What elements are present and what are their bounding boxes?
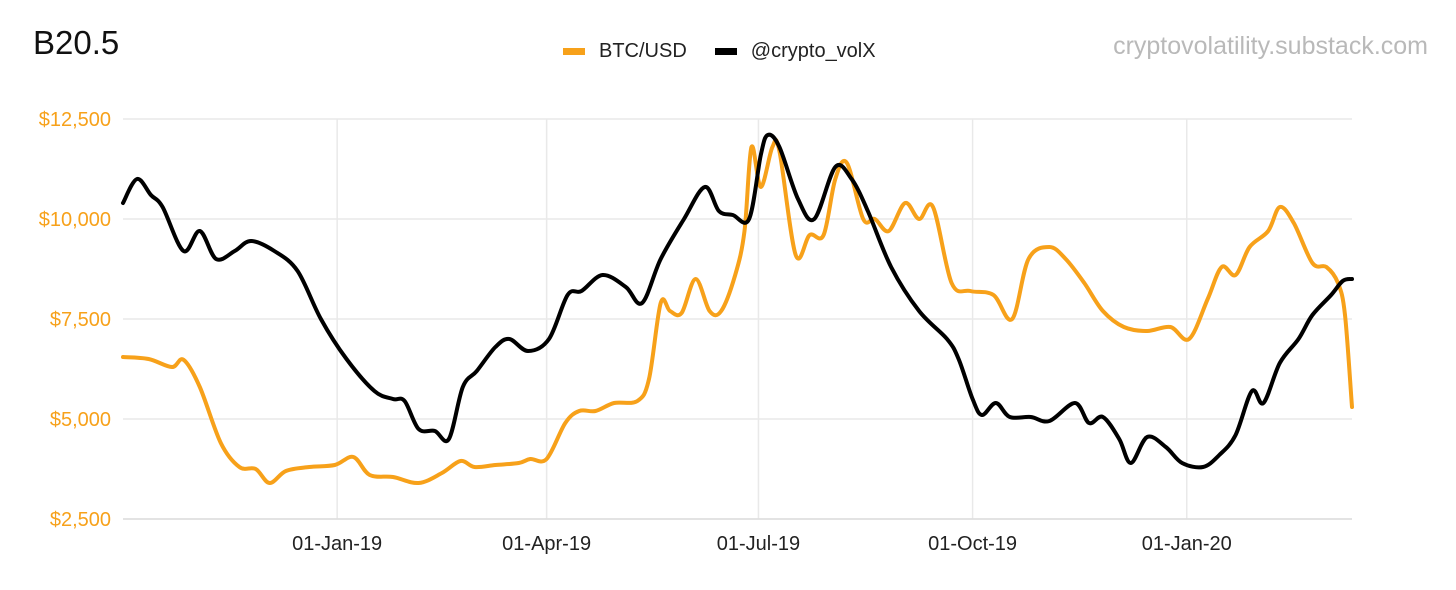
watermark: cryptovolatility.substack.com <box>1113 32 1428 60</box>
legend-label-volx: @crypto_volX <box>750 40 876 62</box>
x-tick-label: 01-Oct-19 <box>928 533 1017 555</box>
series-line-crypto-volx <box>121 132 1354 470</box>
series-line-btc-usd <box>121 138 1354 486</box>
x-tick-label: 01-Apr-19 <box>502 533 591 555</box>
chart-title: B20.5 <box>33 24 120 61</box>
legend-swatch-btc <box>563 48 585 55</box>
y-tick-label: $2,500 <box>50 509 111 531</box>
legend-item-btc[interactable]: BTC/USD <box>563 40 687 63</box>
x-tick-label: 01-Jul-19 <box>717 533 800 555</box>
x-tick-label: 01-Jan-19 <box>292 533 382 555</box>
y-tick-label: $12,500 <box>39 109 111 131</box>
y-tick-label: $10,000 <box>39 209 111 231</box>
legend-item-volx[interactable]: @crypto_volX <box>714 40 876 63</box>
y-tick-label: $5,000 <box>50 409 111 431</box>
x-tick-label: 01-Jan-20 <box>1142 533 1232 555</box>
legend-label-btc: BTC/USD <box>599 40 687 62</box>
chart-legend: BTC/USD @crypto_volX <box>563 40 904 63</box>
y-tick-label: $7,500 <box>50 309 111 331</box>
legend-swatch-volx <box>714 48 737 55</box>
